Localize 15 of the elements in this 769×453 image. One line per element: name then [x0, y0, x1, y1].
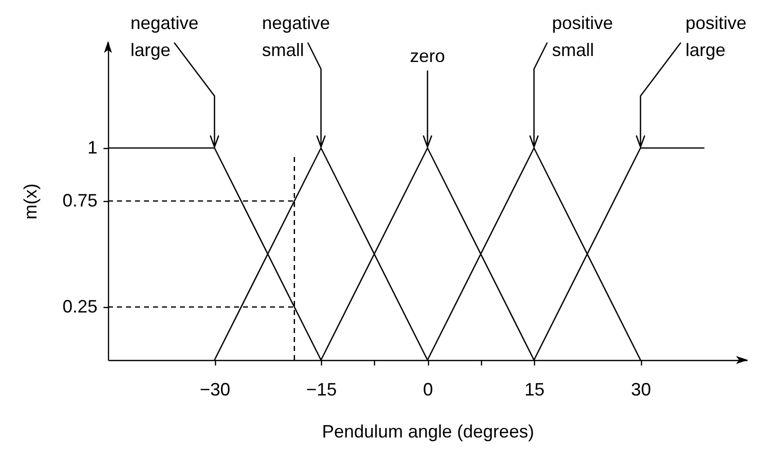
- x-tick-label: −30: [200, 380, 230, 400]
- y-tick-label: 1: [87, 138, 98, 158]
- annotation: positive small: [552, 13, 618, 60]
- annotation: negative small: [262, 13, 336, 60]
- annotation: positive large: [686, 13, 752, 60]
- annotation: negative large: [130, 13, 204, 60]
- x-tick-label: 15: [524, 380, 545, 400]
- x-tick-label: −15: [306, 380, 337, 400]
- x-tick-label: 0: [422, 380, 434, 400]
- y-tick-label: 0.75: [62, 190, 98, 210]
- x-axis-title: Pendulum angle (degrees): [322, 422, 534, 442]
- y-axis-title: m(x): [20, 184, 40, 220]
- x-tick-label: 30: [630, 380, 652, 400]
- annotation: zero: [410, 46, 446, 66]
- y-tick-label: 0.25: [62, 296, 98, 316]
